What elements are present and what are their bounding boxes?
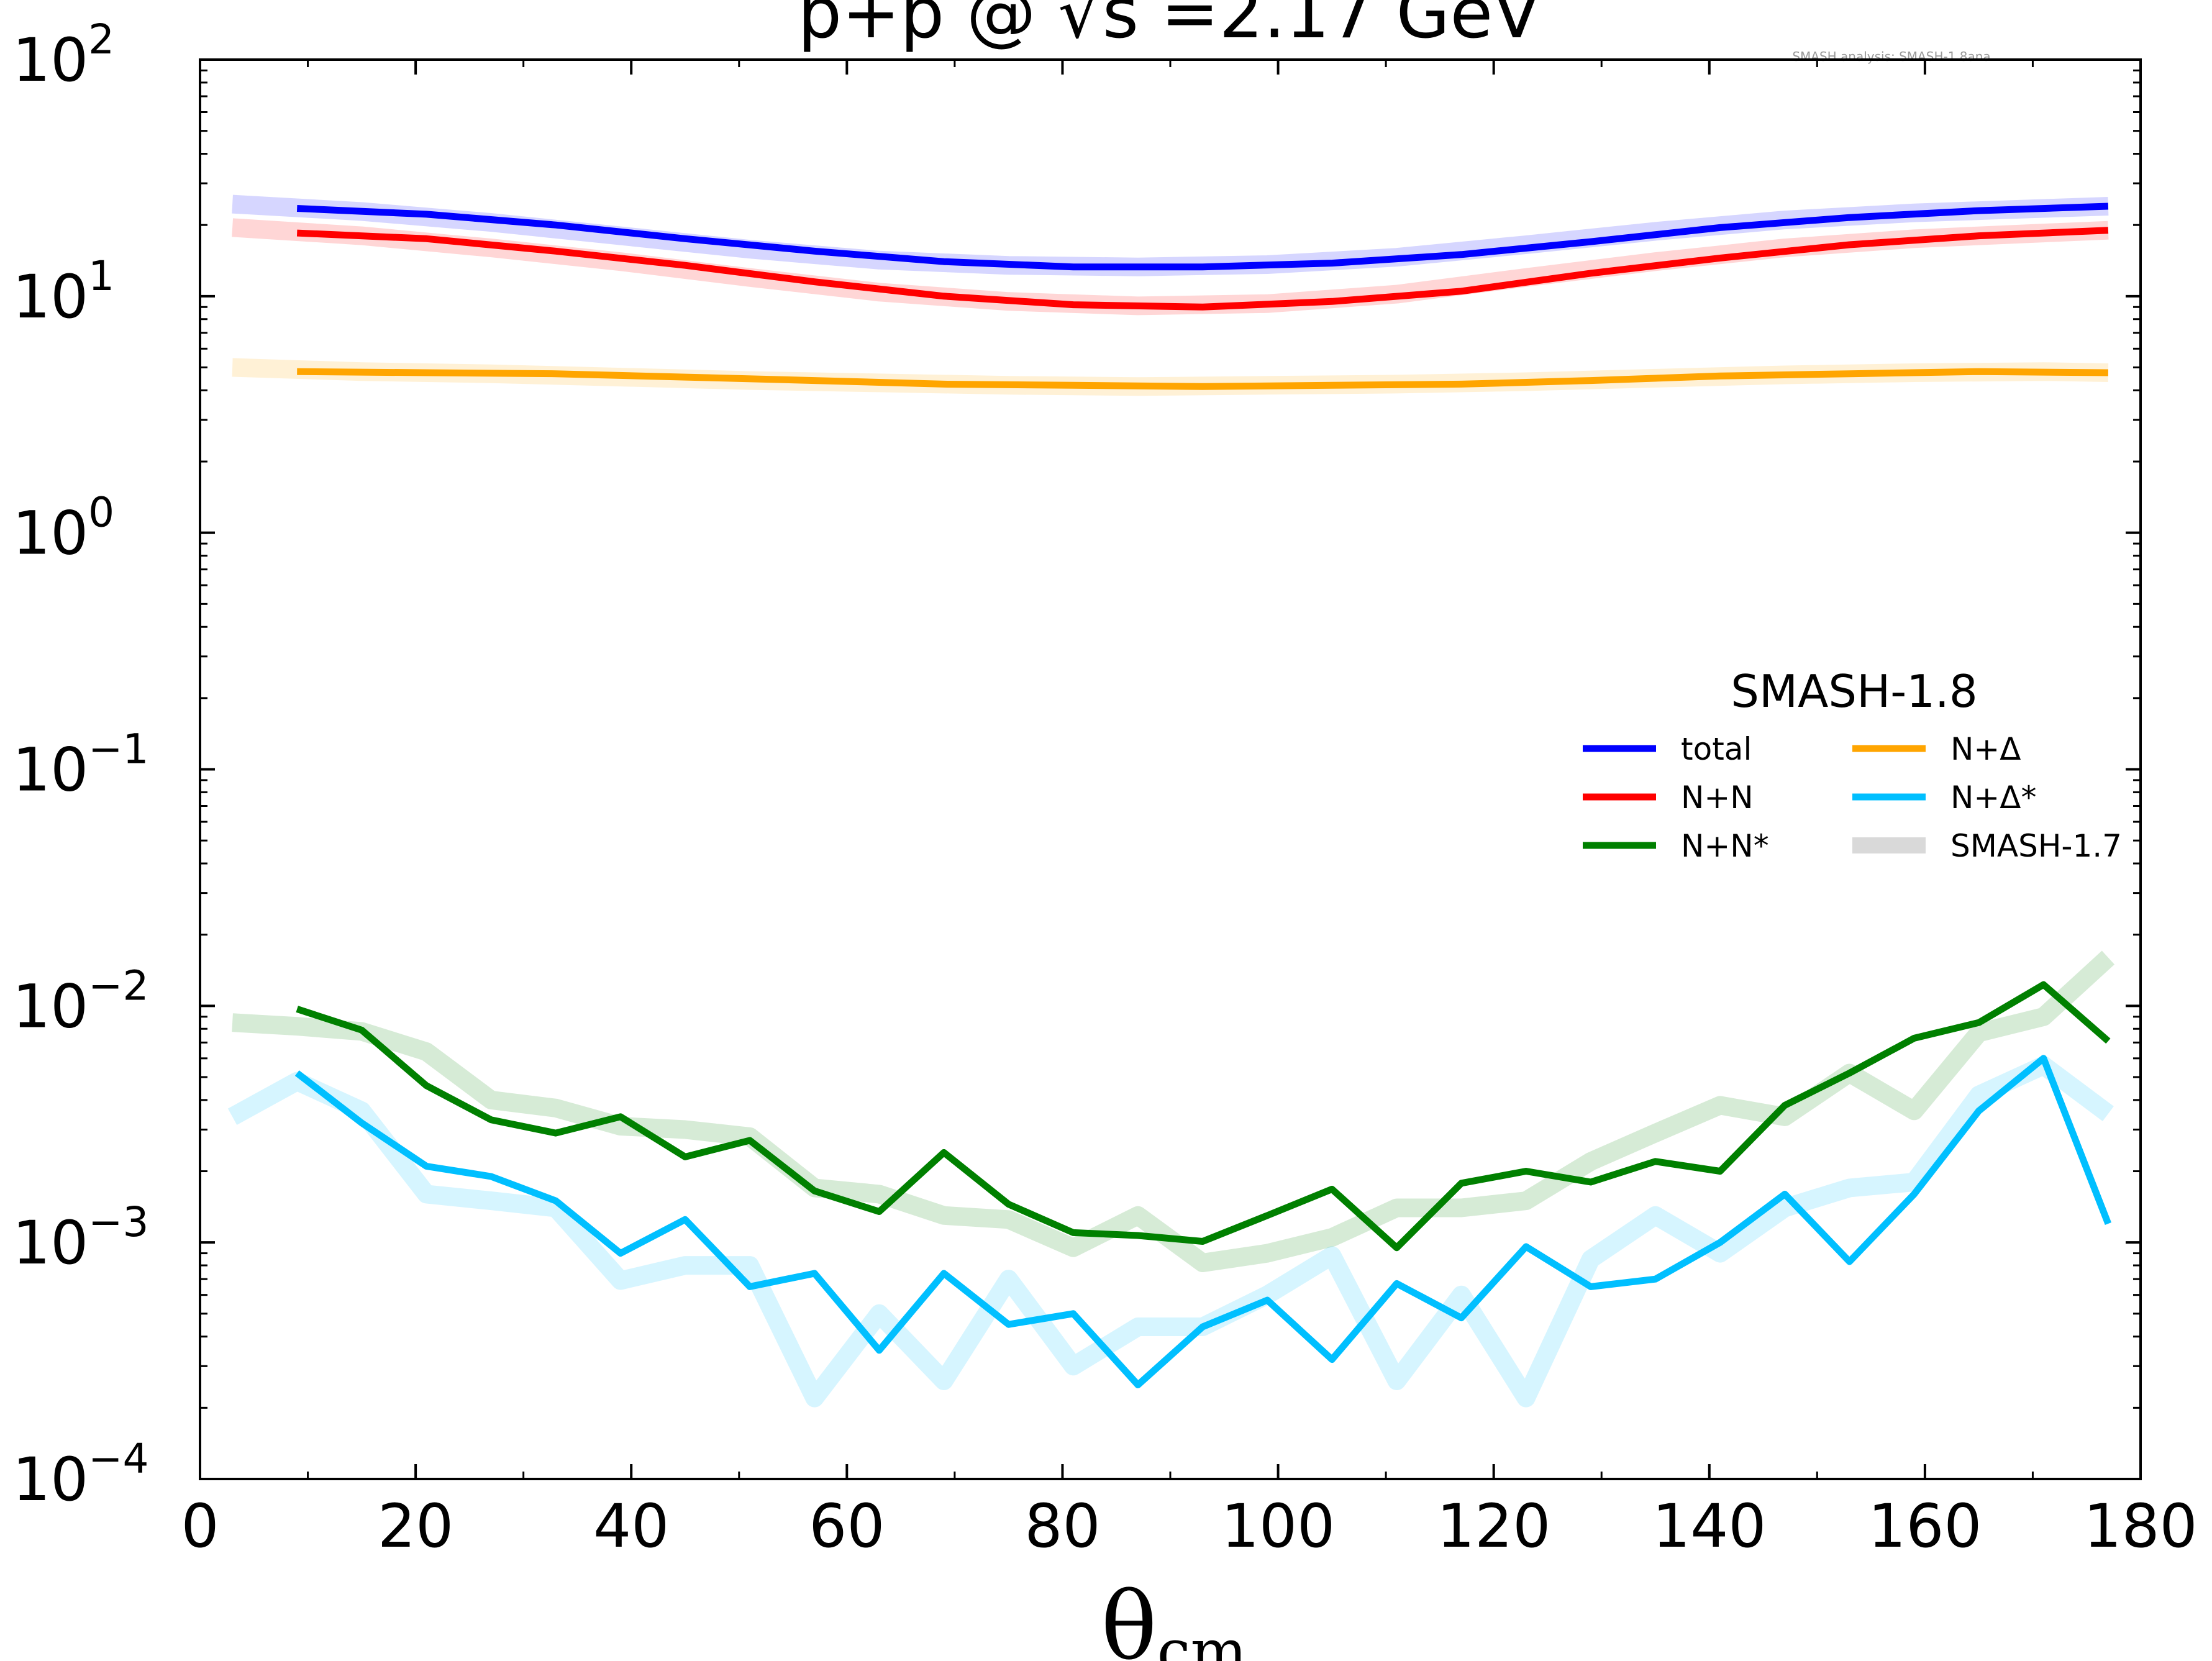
series-line-n-plus-delta-smash-1-8 <box>297 368 2108 390</box>
y-tick-exponent: −3 <box>88 1198 148 1246</box>
series-line-n-plus-delta-star-smash-1-8 <box>294 1055 2112 1388</box>
legend-label-n-plus-delta-star: N+Δ* <box>1950 780 2037 816</box>
y-tick-label: 101 <box>12 252 114 332</box>
x-axis-label: θcm <box>1101 1573 1247 1661</box>
y-tick-base: 10 <box>12 1208 88 1278</box>
y-tick-base: 10 <box>12 25 88 95</box>
x-tick-label: 140 <box>1652 1491 1766 1561</box>
x-tick-label: 0 <box>181 1491 219 1561</box>
smash-1.8-series-layer <box>294 203 2112 1388</box>
x-axis-label-subscript: cm <box>1157 1617 1247 1661</box>
y-tick-base: 10 <box>12 262 88 332</box>
legend: SMASH-1.8 total N+Δ N+N N+Δ* N+N* SMASH-1.7 <box>1583 665 2122 864</box>
x-axis-label-main: θ <box>1101 1573 1157 1661</box>
y-tick-base: 10 <box>12 735 88 805</box>
x-axis-ticks: 0 20 40 60 80 100 120 140 160 180 <box>181 60 2198 1561</box>
series-line-n-plus-n-star-smash-1-8 <box>296 981 2111 1252</box>
x-tick-label: 40 <box>593 1491 669 1561</box>
y-tick-exponent: −4 <box>88 1435 148 1483</box>
y-tick-label: 102 <box>12 16 114 95</box>
x-tick-label: 180 <box>2083 1491 2197 1561</box>
y-tick-exponent: 0 <box>88 489 114 537</box>
x-tick-label: 120 <box>1437 1491 1550 1561</box>
y-tick-exponent: 1 <box>88 252 114 300</box>
x-tick-label: 100 <box>1221 1491 1335 1561</box>
x-tick-label: 20 <box>378 1491 453 1561</box>
y-tick-label: 100 <box>12 489 114 568</box>
chart-title: p+p @ √s =2.17 GeV <box>798 0 1541 54</box>
y-tick-exponent: 2 <box>88 16 114 63</box>
legend-label-total: total <box>1681 731 1752 767</box>
series-line-n-plus-n-smash-1-8 <box>296 227 2109 311</box>
y-tick-base: 10 <box>12 972 88 1041</box>
y-tick-base: 10 <box>12 499 88 568</box>
legend-label-n-plus-delta: N+Δ <box>1950 731 2021 767</box>
legend-label-smash-1-7: SMASH-1.7 <box>1950 828 2122 864</box>
watermark: SMASH analysis: SMASH-1.8ana <box>1792 49 1990 64</box>
x-tick-label: 60 <box>809 1491 885 1561</box>
x-tick-label: 160 <box>1868 1491 1982 1561</box>
legend-title: SMASH-1.8 <box>1731 665 1977 717</box>
series-line-total-smash-1-8 <box>296 203 2109 271</box>
y-tick-exponent: −1 <box>88 726 148 773</box>
x-tick-label: 80 <box>1024 1491 1100 1561</box>
legend-label-n-plus-n-star: N+N* <box>1681 828 1769 864</box>
y-tick-base: 10 <box>12 1445 88 1514</box>
y-tick-label: 10−1 <box>12 726 148 805</box>
legend-label-n-plus-n: N+N <box>1681 780 1754 816</box>
y-tick-label: 10−2 <box>12 962 148 1041</box>
y-tick-exponent: −2 <box>88 962 148 1009</box>
plot-frame <box>199 58 2142 1480</box>
y-tick-label: 10−4 <box>12 1435 148 1514</box>
y-tick-label: 10−3 <box>12 1198 148 1278</box>
